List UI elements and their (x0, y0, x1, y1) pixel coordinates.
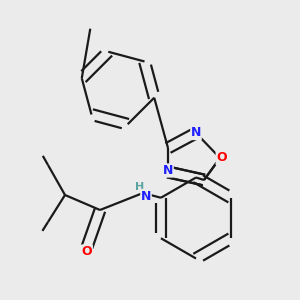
Text: N: N (191, 127, 201, 140)
Text: O: O (216, 152, 227, 164)
Text: H: H (135, 182, 145, 192)
Text: O: O (82, 245, 92, 258)
Text: N: N (141, 190, 151, 202)
Text: N: N (163, 164, 173, 177)
